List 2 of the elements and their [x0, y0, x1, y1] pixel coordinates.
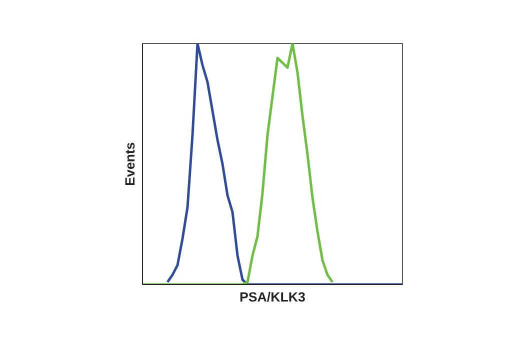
y-axis-title: Events — [122, 142, 138, 186]
x-axis-title: PSA/KLK3 — [240, 290, 306, 304]
